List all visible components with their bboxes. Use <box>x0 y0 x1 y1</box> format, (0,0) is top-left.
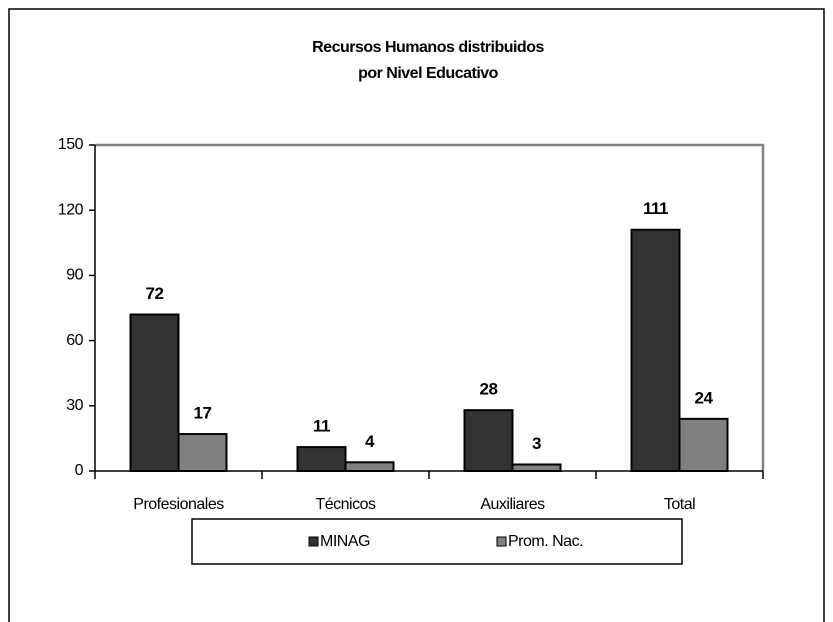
chart-title: Recursos Humanos distribuidos <box>312 39 544 56</box>
value-label: 28 <box>480 380 498 399</box>
plot-border <box>95 143 765 471</box>
legend-box <box>191 518 683 565</box>
bar <box>344 461 395 473</box>
bar <box>678 417 729 472</box>
value-label: 4 <box>365 432 375 451</box>
legend-swatch <box>308 536 319 547</box>
y-tick-label: 90 <box>66 267 83 284</box>
y-tick-label: 150 <box>58 136 84 153</box>
bar <box>177 433 228 473</box>
chart-title: por Nivel Educativo <box>358 65 499 82</box>
y-tick-label: 60 <box>66 332 83 349</box>
legend-label: MINAG <box>320 533 370 550</box>
value-label: 3 <box>532 434 541 453</box>
y-tick-label: 0 <box>75 462 84 479</box>
y-tick-label: 120 <box>58 201 84 218</box>
bar <box>463 409 514 472</box>
bar <box>296 446 347 472</box>
bar <box>630 228 681 472</box>
x-tick-label: Técnicos <box>315 496 376 513</box>
x-tick-label: Auxiliares <box>480 496 545 513</box>
value-label: 111 <box>643 199 668 218</box>
x-tick-label: Total <box>664 496 695 513</box>
value-label: 24 <box>695 388 714 407</box>
value-label: 17 <box>194 404 212 423</box>
x-tick-label: Profesionales <box>133 496 224 513</box>
legend-label: Prom. Nac. <box>508 533 583 550</box>
bar <box>511 463 562 473</box>
y-tick-label: 30 <box>66 397 83 414</box>
legend-swatch <box>496 536 507 547</box>
value-label: 72 <box>146 284 164 303</box>
bar <box>129 313 180 472</box>
value-label: 11 <box>313 417 330 436</box>
